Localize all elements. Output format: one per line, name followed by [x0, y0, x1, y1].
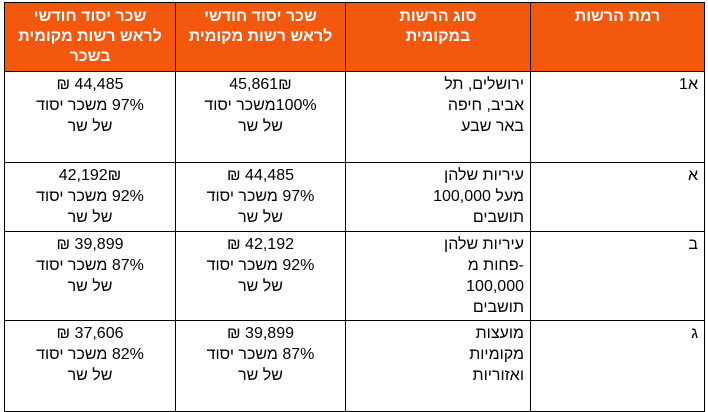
table-row: ג מועצות מקומיות ואזוריות 39,899 ₪ 87% מ… — [4, 320, 705, 412]
salary-a-cell: 39,899 ₪ 87% משכר יסוד של שר — [175, 320, 346, 412]
header-salary-b-line: שכר יסוד חודשי — [33, 8, 147, 25]
header-level-line: רמת הרשות — [574, 8, 661, 25]
type-line: אביב, חיפה — [447, 97, 524, 114]
salary-a-cell: 42,192 ₪ 92% משכר יסוד של שר — [175, 231, 346, 321]
salary-line: 39,899 ₪ — [227, 325, 294, 342]
type-line: -פחות מ — [467, 257, 524, 274]
salary-line: 39,899 ₪ — [56, 236, 124, 253]
type-line: מועצות — [475, 325, 524, 342]
salary-line: 97% משכר יסוד — [36, 97, 144, 114]
type-line: תושבים — [472, 299, 524, 316]
salary-line: של שר — [238, 367, 283, 384]
header-salary-b-line: לראש רשות מקומית — [18, 28, 162, 45]
salary-table: רמת הרשות סוג הרשות במקומית שכר יסוד חוד… — [4, 2, 705, 412]
salary-line: 37,606 ₪ — [56, 325, 124, 342]
salary-line: 45,861₪ — [229, 76, 292, 93]
level-text: א1 — [679, 76, 698, 93]
salary-line: של שר — [67, 118, 113, 135]
salary-line: של שר — [238, 278, 283, 295]
level-cell: ב — [530, 231, 705, 321]
salary-line: 82% משכר יסוד — [36, 346, 144, 363]
level-cell: א1 — [530, 71, 705, 163]
level-cell: ג — [530, 320, 705, 412]
salary-line: 42,192₪ — [58, 167, 122, 184]
type-line: ואזוריות — [472, 367, 524, 384]
salary-line: 92% משכר יסוד — [36, 188, 144, 205]
salary-line: של שר — [67, 278, 113, 295]
header-row: רמת הרשות סוג הרשות במקומית שכר יסוד חוד… — [4, 2, 705, 72]
salary-a-cell: 45,861₪ 100%משכר יסוד של שר — [175, 71, 346, 163]
type-line: באר שבע — [461, 118, 524, 135]
salary-line: 44,485 ₪ — [56, 76, 124, 93]
salary-line: 44,485 ₪ — [227, 167, 294, 184]
type-line: מעל 100,000 — [433, 188, 524, 205]
salary-line: של שר — [238, 209, 283, 226]
salary-line: 97% משכר יסוד — [206, 188, 315, 205]
header-type-line: סוג הרשות — [399, 8, 477, 25]
level-text: א — [687, 167, 698, 184]
type-line: מקומיות — [469, 346, 524, 363]
type-cell: עיריות שלהן מעל 100,000 תושבים — [345, 162, 531, 232]
salary-line: 42,192 ₪ — [227, 236, 294, 253]
salary-a-cell: 44,485 ₪ 97% משכר יסוד של שר — [175, 162, 346, 232]
type-line: ירושלים, תל — [444, 76, 524, 93]
type-line: עיריות שלהן — [444, 167, 524, 184]
header-salary-b: שכר יסוד חודשי לראש רשות מקומית בשכר — [4, 2, 176, 72]
header-salary-a-line: לראש רשות מקומית — [188, 28, 333, 45]
header-type: סוג הרשות במקומית — [345, 2, 531, 72]
salary-line: 87% משכר יסוד — [206, 346, 315, 363]
type-cell: מועצות מקומיות ואזוריות — [345, 320, 531, 412]
salary-b-cell: 42,192₪ 92% משכר יסוד של שר — [4, 162, 176, 232]
level-text: ג — [691, 325, 698, 342]
type-cell: ירושלים, תל אביב, חיפה באר שבע — [345, 71, 531, 163]
salary-line: 87% משכר יסוד — [36, 257, 144, 274]
salary-line: של שר — [67, 209, 113, 226]
table-row: ב עיריות שלהן -פחות מ 100,000 תושבים 42,… — [4, 231, 705, 321]
salary-b-cell: 37,606 ₪ 82% משכר יסוד של שר — [4, 320, 176, 412]
header-type-line: במקומית — [405, 28, 471, 45]
level-cell: א — [530, 162, 705, 232]
salary-line: של שר — [67, 367, 113, 384]
salary-b-cell: 44,485 ₪ 97% משכר יסוד של שר — [4, 71, 176, 163]
table-row: א עיריות שלהן מעל 100,000 תושבים 44,485 … — [4, 162, 705, 232]
salary-line: של שר — [238, 118, 283, 135]
type-cell: עיריות שלהן -פחות מ 100,000 תושבים — [345, 231, 531, 321]
salary-b-cell: 39,899 ₪ 87% משכר יסוד של שר — [4, 231, 176, 321]
header-salary-b-line: בשכר — [69, 48, 111, 65]
level-text: ב — [688, 236, 698, 253]
header-salary-a-line: שכר יסוד חודשי — [204, 8, 317, 25]
type-line: 100,000 — [466, 278, 524, 295]
salary-line: 92% משכר יסוד — [206, 257, 315, 274]
salary-line: 100%משכר יסוד — [204, 97, 317, 114]
type-line: תושבים — [472, 209, 524, 226]
table-row: א1 ירושלים, תל אביב, חיפה באר שבע 45,861… — [4, 71, 705, 163]
type-line: עיריות שלהן — [444, 236, 524, 253]
header-salary-a: שכר יסוד חודשי לראש רשות מקומית — [175, 2, 346, 72]
header-level: רמת הרשות — [530, 2, 705, 72]
